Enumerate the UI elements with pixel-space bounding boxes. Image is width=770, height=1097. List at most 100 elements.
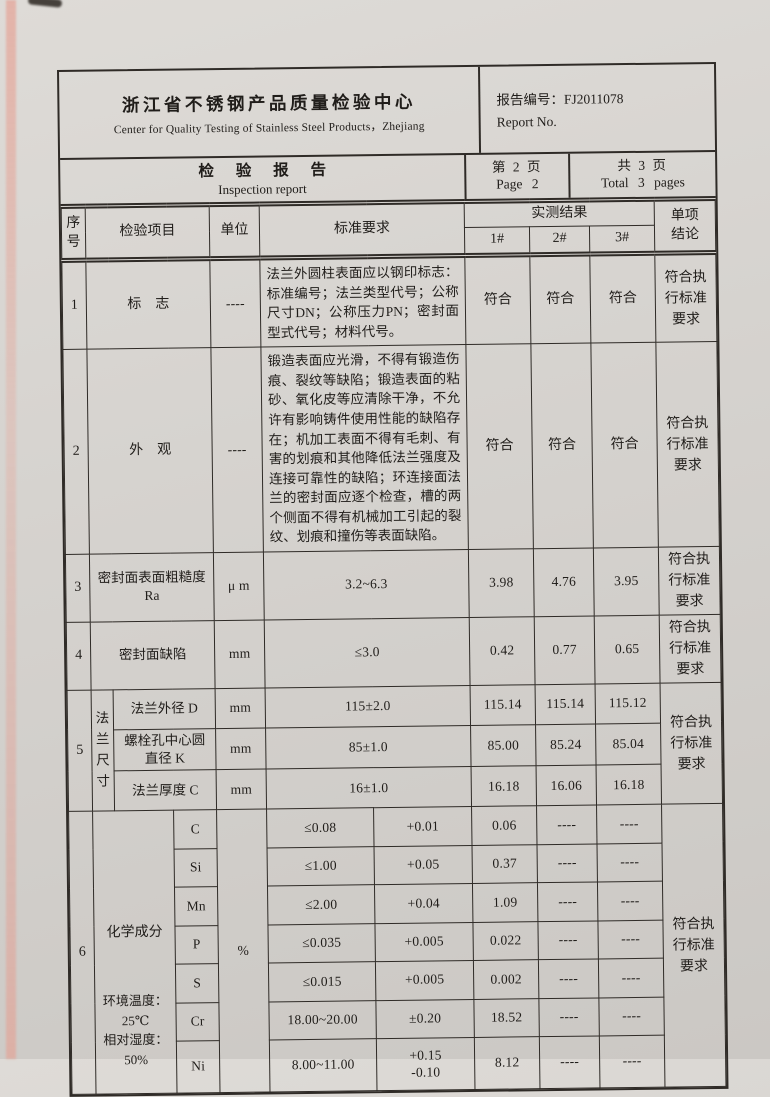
row6b-range: ≤1.00 [267, 846, 375, 887]
row5c-standard: 16±1.0 [266, 766, 472, 810]
col-header-unit: 单位 [209, 204, 260, 259]
row6a-result-1: 0.06 [471, 806, 537, 846]
col-header-seq: 序 号 [61, 206, 86, 261]
row6f-result-1: 18.52 [473, 998, 540, 1038]
row6-element-Si: Si [174, 848, 218, 888]
row2-result-1: 符合 [465, 343, 534, 550]
page-number-cell: 第 2 页 Page 2 [466, 153, 571, 200]
row6c-result-3: ---- [597, 881, 663, 921]
row5c-item: 法兰厚度 C [114, 769, 217, 812]
row4-result-3: 0.65 [594, 615, 661, 684]
letterhead: 浙江省不锈钢产品质量检验中心 Center for Quality Testin… [59, 63, 716, 160]
row1-standard: 法兰外圆柱表面应以钢印标志：标准编号；法兰类型代号；公称尺寸DN；公称压力PN；… [259, 255, 466, 348]
row6a-result-2: ---- [536, 805, 597, 845]
total-pages-cell: 共 3 页 Total 3 pages [570, 152, 716, 198]
row4-result-1: 0.42 [469, 616, 536, 686]
row6g-result-3: ---- [599, 1035, 665, 1089]
row5b-result-3: 85.04 [595, 723, 662, 766]
org-name-block: 浙江省不锈钢产品质量检验中心 Center for Quality Testin… [59, 66, 482, 158]
row6g-result-1: 8.12 [474, 1036, 540, 1090]
row6b-result-3: ---- [596, 842, 663, 883]
inspection-report-sheet: 浙江省不锈钢产品质量检验中心 Center for Quality Testin… [57, 61, 729, 1097]
table-row: 2 外 观 ---- 锻造表面应光滑，不得有锻造伤痕、裂纹等缺陷；锻造表面的粘砂… [62, 341, 720, 555]
chem-environment-note: 环境温度： 25℃ 相对湿度： 50% [102, 992, 169, 1067]
row1-item: 标 志 [85, 258, 211, 350]
row5a-result-2: 115.14 [535, 683, 596, 725]
row4-result-2: 0.77 [534, 615, 596, 685]
row2-result-3: 符合 [590, 342, 659, 548]
col-header-sample-3: 3# [589, 225, 655, 255]
row1-result-2: 符合 [529, 254, 591, 344]
row1-result-1: 符合 [464, 254, 531, 345]
row6c-range: ≤2.00 [267, 884, 375, 925]
row6d-result-2: ---- [537, 920, 599, 960]
row6e-range: ≤0.015 [268, 961, 376, 1002]
row6c-result-1: 1.09 [472, 882, 538, 923]
row1-unit: ---- [209, 258, 261, 348]
row1-result-3: 符合 [589, 253, 656, 344]
col-header-sample-1: 1# [464, 226, 530, 256]
row4-seq: 4 [66, 622, 92, 691]
row3-standard: 3.2~6.3 [263, 549, 470, 620]
row5c-result-1: 16.18 [471, 766, 537, 807]
row3-unit: μ m [213, 551, 265, 621]
row6d-result-1: 0.022 [472, 921, 539, 961]
row5-conclusion: 符合执 行标准 要求 [660, 682, 723, 805]
col-header-sample-2: 2# [529, 226, 590, 255]
row2-seq: 2 [62, 349, 90, 555]
row6e-result-3: ---- [598, 958, 664, 998]
row6f-tolerance: ±0.20 [375, 999, 475, 1039]
row5b-item: 螺栓孔中心圆 直径 K [113, 728, 217, 772]
row6-unit: % [216, 809, 271, 1093]
report-no-block: 报告编号：FJ2011078 Report No. [480, 64, 715, 153]
col-header-measured: 实测结果 [464, 199, 655, 228]
row4-standard: ≤3.0 [264, 617, 471, 688]
row6-element-C: C [173, 809, 218, 849]
row2-result-2: 符合 [530, 343, 594, 549]
row6e-tolerance: +0.005 [375, 960, 474, 1001]
row6a-range: ≤0.08 [266, 808, 375, 848]
page-edge-tint [6, 0, 16, 1059]
row6-group-cell: 化学成分 环境温度： 25℃ 相对湿度： 50% [92, 810, 178, 1095]
row6-element-S: S [175, 963, 219, 1003]
row5b-result-1: 85.00 [470, 724, 537, 767]
page-number-zh: 第 2 页 [491, 159, 543, 175]
row6a-tolerance: +0.01 [373, 806, 473, 847]
row5a-item: 法兰外径 D [113, 688, 216, 730]
row6c-result-2: ---- [537, 882, 598, 922]
title-en: Inspection report [218, 180, 307, 197]
row3-conclusion: 符合执 行标准 要求 [658, 546, 721, 616]
row6f-result-2: ---- [538, 997, 600, 1037]
row6f-result-3: ---- [598, 996, 665, 1036]
row6b-result-1: 0.37 [472, 844, 538, 884]
row6b-tolerance: +0.05 [374, 845, 473, 885]
row1-seq: 1 [61, 260, 87, 350]
row5b-unit: mm [215, 727, 267, 770]
row3-result-2: 4.76 [533, 547, 595, 617]
row3-result-1: 3.98 [468, 548, 535, 618]
row2-unit: ---- [210, 347, 264, 553]
row5c-result-2: 16.06 [536, 765, 597, 807]
row5c-result-3: 16.18 [596, 764, 662, 806]
table-row: 3 密封面表面粗糙度 Ra μ m 3.2~6.3 3.98 4.76 3.95… [65, 546, 721, 623]
table-row: 4 密封面缺陷 mm ≤3.0 0.42 0.77 0.65 符合执 行标准 要… [66, 614, 722, 691]
row6c-tolerance: +0.04 [374, 883, 473, 924]
col-header-item: 检验项目 [85, 204, 210, 261]
scan-smudge [27, 0, 63, 8]
total-pages-en: Total 3 pages [600, 174, 685, 191]
inspection-table: 序 号 检验项目 单位 标准要求 实测结果 单项 结论 1# 2# 3# 1 标… [61, 196, 727, 1095]
row3-result-3: 3.95 [593, 547, 660, 616]
col-header-standard: 标准要求 [259, 201, 465, 259]
row6e-result-1: 0.002 [473, 959, 539, 1000]
row6-element-Cr: Cr [175, 1002, 220, 1042]
page-number-en: Page 2 [496, 176, 539, 192]
row5b-result-2: 85.24 [535, 723, 597, 767]
row6g-range: 8.00~11.00 [269, 1038, 377, 1093]
row4-conclusion: 符合执 行标准 要求 [659, 614, 722, 684]
row5b-standard: 85±1.0 [265, 725, 472, 770]
row6g-result-2: ---- [539, 1035, 600, 1089]
row4-item: 密封面缺陷 [90, 620, 216, 691]
row5a-result-3: 115.12 [595, 683, 661, 724]
chem-group-wrap: 化学成分 环境温度： 25℃ 相对湿度： 50% [93, 830, 176, 1075]
row6-conclusion: 符合执 行标准 要求 [661, 803, 726, 1088]
